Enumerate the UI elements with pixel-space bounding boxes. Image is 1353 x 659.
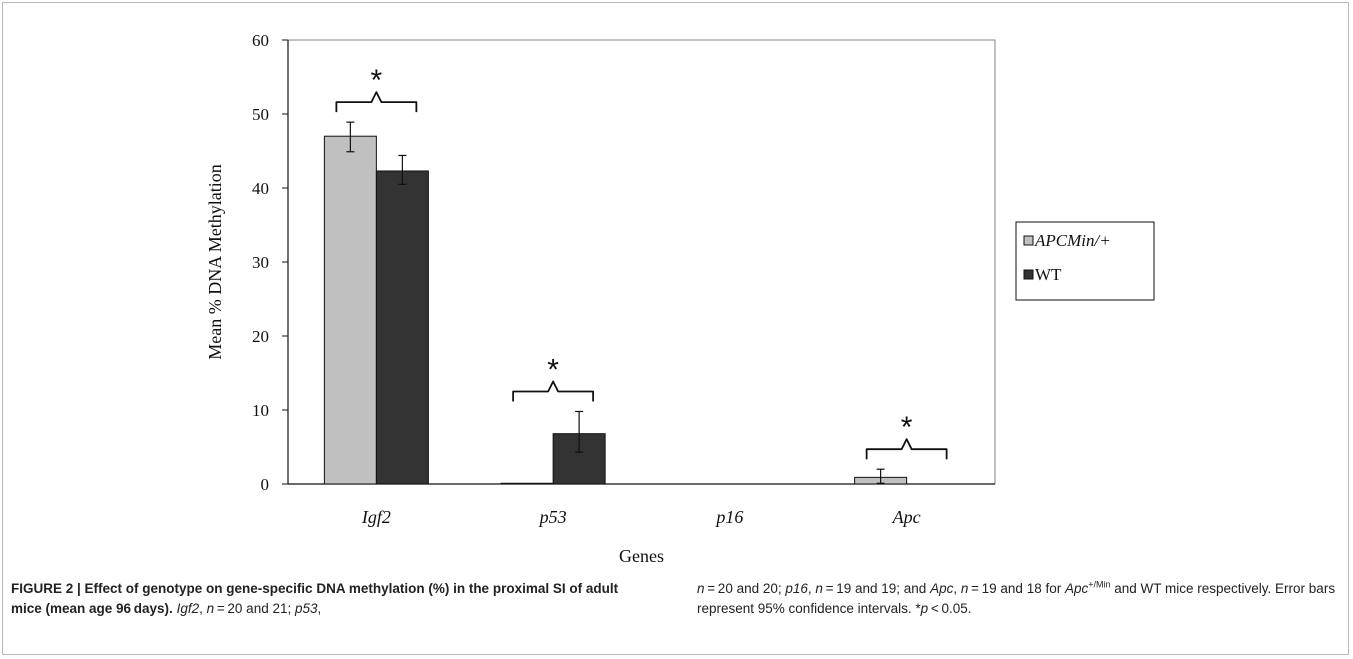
significance-star: * (901, 411, 913, 444)
legend-swatch (1023, 235, 1034, 246)
caption-text: < 0.05. (928, 601, 972, 616)
x-tick-label: Igf2 (361, 507, 391, 527)
legend-label: WT (1035, 265, 1062, 284)
y-tick-label: 0 (261, 475, 270, 494)
caption-right-column: n = 20 and 20; p16, n = 19 and 19; and A… (697, 579, 1342, 619)
legend-box (1015, 221, 1155, 301)
caption-text: , (807, 581, 816, 596)
caption-text: , (953, 581, 961, 596)
caption-text: , (199, 601, 207, 616)
y-tick-label: 20 (252, 327, 269, 346)
x-tick-label: Apc (892, 507, 921, 527)
y-axis-title: Mean % DNA Methylation (205, 164, 225, 359)
caption-n: n (206, 601, 215, 616)
y-tick-label: 60 (252, 31, 269, 50)
caption-text: = 19 and 18 for (968, 581, 1065, 596)
caption-gene-apc: Apc (1064, 581, 1089, 596)
caption-n: n (815, 581, 823, 596)
caption-gene-apc: Apc (930, 581, 954, 596)
y-tick-label: 30 (252, 253, 269, 272)
caption-gene-igf2: Igf2 (176, 601, 200, 616)
caption-left-column: FIGURE 2 | Effect of genotype on gene-sp… (11, 579, 651, 619)
caption-gene-p16: p16 (785, 581, 808, 596)
caption-text: and WT mice respectively. Error bars rep… (697, 581, 1336, 616)
caption-text: = 20 and 21; (214, 601, 295, 616)
legend-swatch (1023, 269, 1034, 280)
caption-gene-p53: p53 (294, 601, 318, 616)
caption-text: = 20 and 20; (704, 581, 786, 596)
x-axis-title: Genes (619, 546, 664, 566)
caption-title: FIGURE 2 | Effect of genotype on gene-sp… (11, 581, 619, 616)
y-tick-label: 10 (252, 401, 269, 420)
caption-p-value: p (920, 601, 929, 616)
significance-bracket (335, 91, 418, 113)
y-tick-label: 40 (252, 179, 269, 198)
significance-star: * (547, 353, 559, 386)
bar (500, 482, 554, 485)
caption-n: n (697, 581, 705, 596)
bar (375, 170, 429, 485)
caption-superscript: +/Min (1088, 579, 1111, 590)
x-tick-label: p16 (714, 507, 743, 527)
significance-bracket (512, 380, 595, 402)
figure-caption: FIGURE 2 | Effect of genotype on gene-sp… (0, 579, 1353, 659)
significance-star: * (371, 64, 383, 97)
significance-bracket (865, 438, 948, 460)
caption-text: = 19 and 19; and (822, 581, 931, 596)
bar-chart: 0 10 20 30 40 50 60 Igf2 p53 p16 Apc * * * Mean % DNA … (205, 31, 1155, 566)
y-tick-label: 50 (252, 105, 269, 124)
bar (323, 135, 377, 485)
x-tick-label: p53 (538, 507, 567, 527)
caption-text: , (317, 601, 322, 616)
caption-n: n (960, 581, 969, 596)
legend-label: APCMin/+ (1034, 231, 1111, 250)
